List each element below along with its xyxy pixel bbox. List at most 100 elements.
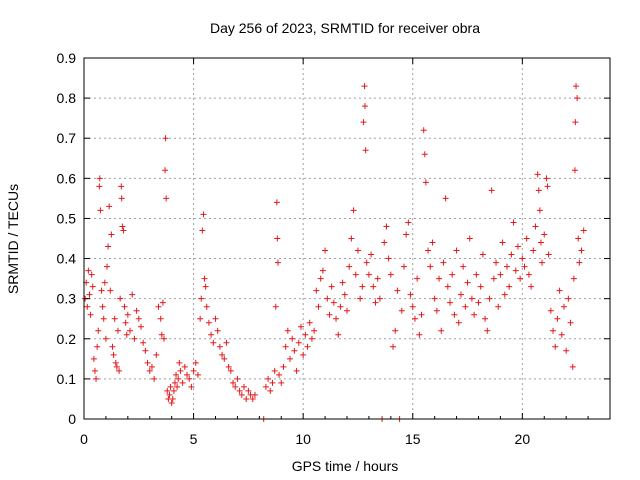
x-tick-label: 0 bbox=[80, 431, 88, 447]
x-tick-label: 15 bbox=[405, 431, 421, 447]
data-point bbox=[488, 187, 495, 194]
data-point bbox=[571, 167, 578, 174]
data-point bbox=[550, 327, 557, 334]
data-point bbox=[223, 339, 230, 346]
data-point bbox=[508, 251, 515, 258]
data-point bbox=[570, 275, 577, 282]
data-point bbox=[199, 227, 206, 234]
data-point bbox=[85, 267, 92, 274]
data-point bbox=[361, 103, 368, 110]
data-point bbox=[322, 247, 329, 254]
data-point bbox=[326, 311, 333, 318]
data-point bbox=[420, 127, 427, 134]
data-point bbox=[221, 355, 228, 362]
data-point bbox=[159, 299, 166, 306]
data-point bbox=[300, 351, 307, 358]
data-point bbox=[414, 275, 421, 282]
data-point bbox=[177, 367, 184, 374]
data-point bbox=[477, 283, 484, 290]
data-point bbox=[236, 387, 243, 394]
data-point bbox=[447, 299, 454, 306]
data-point bbox=[392, 327, 399, 334]
data-point bbox=[168, 399, 175, 406]
data-point bbox=[251, 391, 258, 398]
data-point bbox=[503, 263, 510, 270]
data-point bbox=[346, 263, 353, 270]
data-point bbox=[341, 291, 348, 298]
data-point bbox=[274, 235, 281, 242]
data-point bbox=[245, 387, 252, 394]
data-point bbox=[116, 367, 123, 374]
data-point bbox=[108, 231, 115, 238]
data-point bbox=[84, 303, 91, 310]
data-point bbox=[227, 367, 234, 374]
data-point bbox=[111, 315, 118, 322]
y-tick-label: 0.7 bbox=[57, 130, 77, 146]
data-point bbox=[97, 207, 104, 214]
data-point bbox=[405, 219, 412, 226]
data-point bbox=[214, 327, 221, 334]
data-point bbox=[306, 319, 313, 326]
data-point bbox=[273, 199, 280, 206]
y-tick-label: 0.4 bbox=[57, 251, 77, 267]
data-point bbox=[90, 355, 97, 362]
data-point bbox=[262, 383, 269, 390]
data-point bbox=[176, 359, 183, 366]
data-point bbox=[545, 251, 552, 258]
data-point bbox=[274, 259, 281, 266]
data-point bbox=[202, 283, 209, 290]
y-tick-label: 0.8 bbox=[57, 90, 77, 106]
data-point bbox=[162, 167, 169, 174]
data-point bbox=[104, 263, 111, 270]
data-point bbox=[422, 179, 429, 186]
y-tick-label: 0.5 bbox=[57, 210, 77, 226]
data-point bbox=[335, 331, 342, 338]
data-point bbox=[170, 387, 177, 394]
data-point bbox=[311, 327, 318, 334]
data-point bbox=[525, 271, 532, 278]
data-point bbox=[179, 379, 186, 386]
data-point bbox=[175, 375, 182, 382]
data-point bbox=[308, 335, 315, 342]
data-point bbox=[390, 343, 397, 350]
data-point bbox=[148, 363, 155, 370]
data-point bbox=[453, 247, 460, 254]
data-point bbox=[302, 331, 309, 338]
data-point bbox=[119, 223, 126, 230]
data-point bbox=[190, 367, 197, 374]
data-point bbox=[363, 259, 370, 266]
data-point bbox=[499, 239, 506, 246]
data-point bbox=[212, 315, 219, 322]
data-point bbox=[514, 243, 521, 250]
data-point bbox=[109, 343, 116, 350]
data-point bbox=[560, 303, 567, 310]
data-point bbox=[112, 359, 119, 366]
data-point bbox=[181, 363, 188, 370]
data-point bbox=[360, 119, 367, 126]
axes: 0 0.1 0.2 0.3 0.4 0.5 0.6 0.7 0.8 0.9 0 5 10 15 20 bbox=[57, 50, 610, 447]
data-point bbox=[157, 315, 164, 322]
data-point bbox=[95, 327, 102, 334]
data-point bbox=[449, 271, 456, 278]
data-point bbox=[155, 303, 162, 310]
data-point bbox=[201, 275, 208, 282]
data-point bbox=[523, 235, 530, 242]
data-point bbox=[466, 235, 473, 242]
y-tick-label: 0.2 bbox=[57, 331, 77, 347]
data-point bbox=[121, 303, 128, 310]
data-point bbox=[409, 303, 416, 310]
data-point bbox=[482, 315, 489, 322]
data-point bbox=[315, 303, 322, 310]
data-point bbox=[93, 375, 100, 382]
data-point bbox=[381, 239, 388, 246]
data-point bbox=[565, 295, 572, 302]
data-point bbox=[272, 303, 279, 310]
data-point bbox=[291, 347, 298, 354]
data-point bbox=[457, 291, 464, 298]
data-point bbox=[387, 271, 394, 278]
data-point bbox=[376, 295, 383, 302]
data-point bbox=[293, 367, 300, 374]
data-point bbox=[200, 211, 207, 218]
data-point bbox=[230, 379, 237, 386]
data-point bbox=[142, 347, 149, 354]
